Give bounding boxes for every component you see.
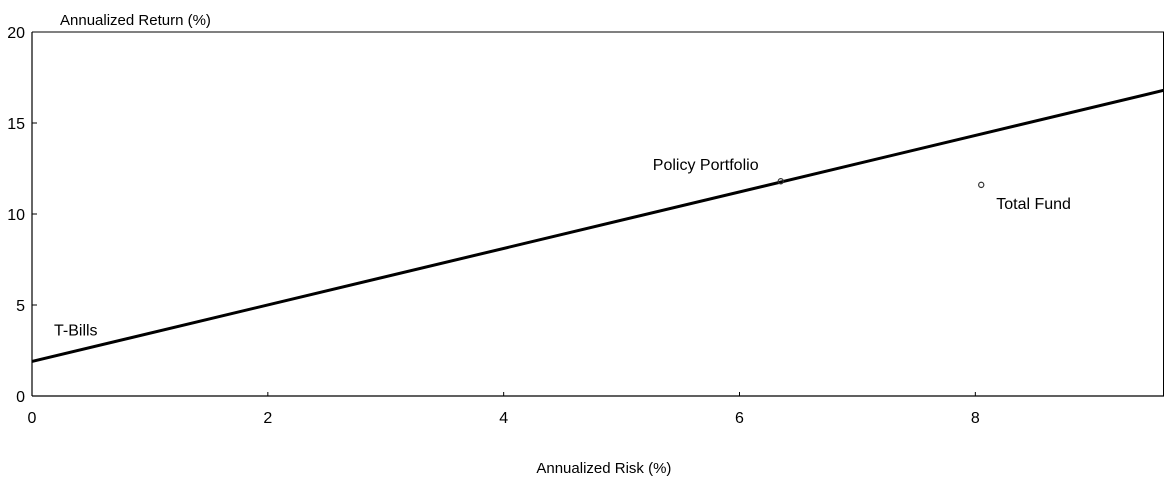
ticks: 0 2 4 6 8 0 5 10 15 20 xyxy=(7,25,980,427)
x-tick-label: 0 xyxy=(28,410,37,427)
y-tick-label: 15 xyxy=(7,116,25,133)
x-axis-title: Annualized Risk (%) xyxy=(536,460,671,477)
x-tick-label: 6 xyxy=(735,410,744,427)
point-label-policy-portfolio: Policy Portfolio xyxy=(653,157,759,174)
point-label-t-bills: T-Bills xyxy=(54,322,98,339)
point-total-fund xyxy=(978,181,985,189)
capital-market-line xyxy=(31,88,1164,363)
y-tick-label: 20 xyxy=(7,25,25,42)
series: T-Bills Policy Portfolio Total Fund xyxy=(31,88,1164,363)
y-axis-title: Annualized Return (%) xyxy=(60,12,211,29)
axes xyxy=(31,31,1164,397)
y-tick-label: 0 xyxy=(16,389,25,406)
y-tick-label: 5 xyxy=(16,298,25,315)
x-tick-label: 4 xyxy=(499,410,508,427)
x-tick-label: 8 xyxy=(971,410,980,427)
point-policy-portfolio xyxy=(777,178,784,185)
y-tick-label: 10 xyxy=(7,207,25,224)
x-tick-label: 2 xyxy=(263,410,272,427)
point-label-total-fund: Total Fund xyxy=(996,196,1071,213)
